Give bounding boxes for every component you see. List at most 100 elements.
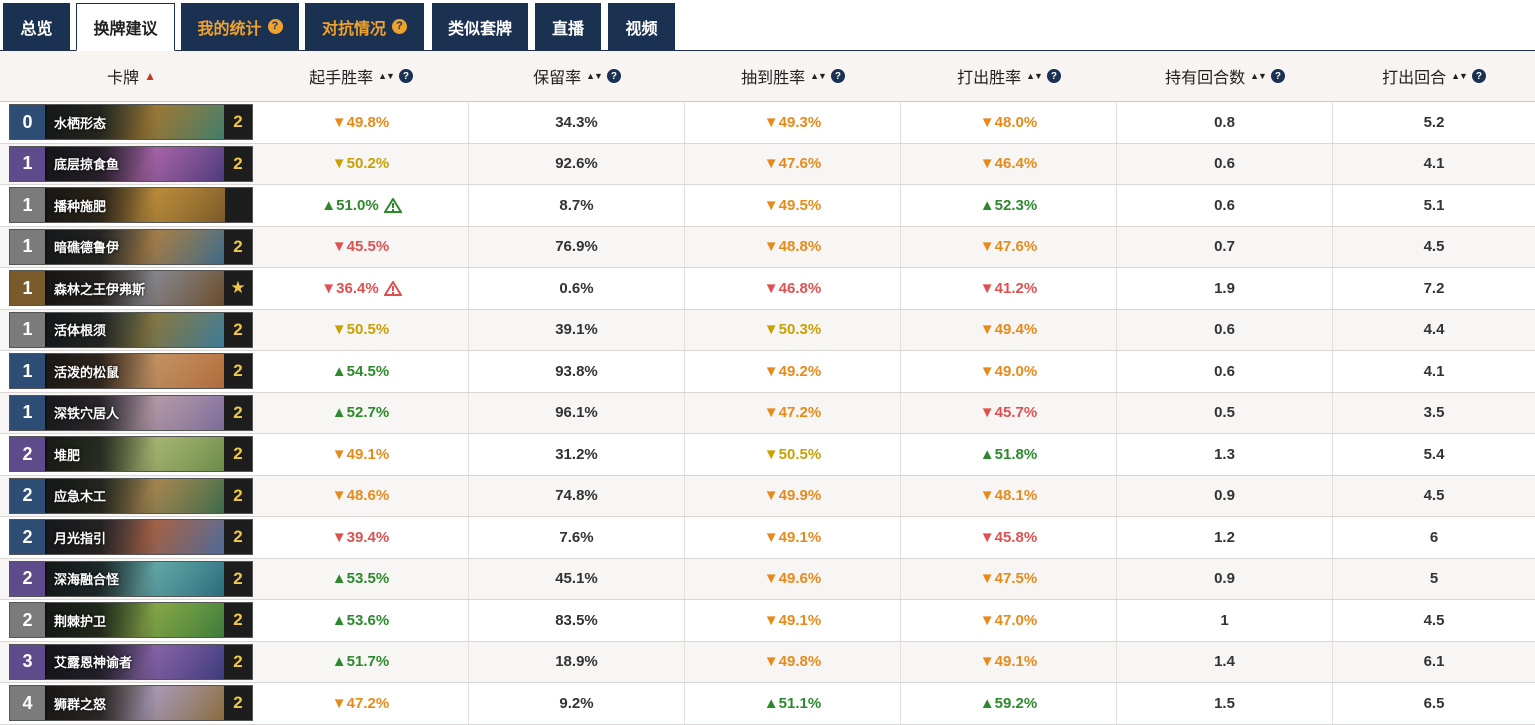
cell-value: 0.6 (1214, 155, 1235, 173)
mana-cost: 1 (10, 271, 47, 305)
card-tile[interactable]: 2 深海融合怪 2 (9, 560, 253, 597)
cell-mulligan-winrate: ▼49.8% (253, 102, 469, 143)
cell-played-winrate: ▼45.8% (901, 517, 1117, 558)
help-icon[interactable]: ? (1270, 69, 1285, 83)
header-kept-rate[interactable]: 保留率 ▲▼? (469, 51, 685, 101)
tab-mulligan-guide[interactable]: 换牌建议 (76, 3, 175, 51)
tab-my-stats[interactable]: 我的统计? (181, 3, 299, 50)
tab-overview[interactable]: 总览 (3, 3, 70, 50)
cell-kept-rate: 0.6% (469, 268, 685, 309)
card-count: 2 (224, 354, 252, 388)
mana-cost: 2 (10, 603, 47, 637)
card-art (47, 603, 225, 637)
card-name: 深铁穴居人 (54, 406, 120, 421)
sort-asc-icon[interactable]: ▲ (144, 69, 156, 83)
table-row: 2 堆肥 2 ▼49.1% 31.2% ▼50.5% ▲51.8% 1.3 5.4 (0, 434, 1535, 476)
cell-turn-played: 4.5 (1333, 476, 1535, 517)
help-icon[interactable]: ? (1471, 69, 1486, 83)
tab-streams[interactable]: 直播 (535, 3, 601, 50)
cell-value: ▼47.5% (979, 570, 1038, 588)
card-count: 2 (224, 603, 252, 637)
card-tile[interactable]: 1 活体根须 2 (9, 311, 253, 348)
header-mulligan-winrate[interactable]: 起手胜率 ▲▼? (253, 51, 469, 101)
cell-value: 5 (1429, 570, 1439, 588)
sort-toggle-icon[interactable]: ▲▼ (1250, 71, 1267, 81)
cell-turns-held: 0.6 (1117, 185, 1333, 226)
help-icon[interactable]: ? (830, 69, 845, 83)
cell-value: 96.1% (555, 404, 598, 422)
cell-value: 0.7 (1214, 238, 1235, 256)
cell-drawn-winrate: ▼49.2% (685, 351, 901, 392)
help-icon[interactable]: ? (392, 19, 407, 34)
card-art (47, 520, 225, 554)
card-tile[interactable]: 2 月光指引 2 (9, 519, 253, 555)
warning-icon[interactable] (382, 197, 403, 214)
cell-turns-held: 0.6 (1117, 309, 1333, 350)
card-tile[interactable]: 1 森林之王伊弗斯 ★ (9, 270, 253, 306)
tab-videos[interactable]: 视频 (608, 3, 675, 50)
cell-value: 1.5 (1214, 694, 1235, 712)
help-icon[interactable]: ? (1046, 69, 1061, 83)
mana-cost: 1 (10, 188, 47, 222)
card-tile[interactable]: 2 荆棘护卫 2 (9, 602, 253, 638)
card-name: 暗礁德鲁伊 (54, 240, 120, 255)
cell-turns-held: 0.5 (1117, 392, 1333, 433)
sort-toggle-icon[interactable]: ▲▼ (1451, 71, 1468, 81)
card-name: 应急木工 (54, 489, 107, 504)
cell-value: 76.9% (555, 238, 598, 256)
cell-drawn-winrate: ▼48.8% (685, 226, 901, 267)
cell-turn-played: 7.2 (1333, 268, 1535, 309)
cell-value: 8.7% (559, 196, 594, 214)
sort-toggle-icon[interactable]: ▲▼ (810, 71, 827, 81)
header-card[interactable]: 卡牌 ▲ (9, 51, 253, 101)
mana-cost: 0 (10, 105, 47, 139)
card-tile[interactable]: 1 底层掠食鱼 2 (9, 145, 253, 182)
header-turns-held[interactable]: 持有回合数 ▲▼? (1117, 51, 1333, 101)
cell-value: ▼47.6% (763, 155, 822, 173)
legendary-star-icon: ★ (224, 271, 252, 305)
card-name: 播种施肥 (54, 198, 107, 214)
help-icon[interactable]: ? (267, 19, 283, 34)
card-tile[interactable]: 3 艾露恩神谕者 2 (9, 643, 253, 680)
cell-mulligan-winrate: ▼45.5% (253, 226, 469, 267)
card-tile[interactable]: 1 活泼的松鼠 2 (9, 353, 253, 389)
cell-value: ▼49.1% (331, 445, 390, 463)
warning-icon[interactable] (382, 280, 403, 297)
cell-value: ▲52.3% (979, 196, 1038, 214)
cell-value: 0.6% (559, 279, 594, 297)
card-tile[interactable]: 0 水栖形态 2 (9, 104, 253, 140)
cell-mulligan-winrate: ▼39.4% (253, 517, 469, 558)
card-art (47, 644, 225, 679)
help-icon[interactable]: ? (606, 69, 621, 83)
tab-matchups[interactable]: 对抗情况? (305, 3, 424, 50)
card-tile[interactable]: 1 暗礁德鲁伊 2 (9, 228, 253, 265)
card-tile[interactable]: 2 堆肥 2 (9, 436, 253, 472)
header-played-winrate[interactable]: 打出胜率 ▲▼? (901, 51, 1117, 101)
header-drawn-winrate[interactable]: 抽到胜率 ▲▼? (685, 51, 901, 101)
card-tile[interactable]: 1 深铁穴居人 2 (9, 394, 253, 431)
tab-label: 我的统计 (197, 20, 262, 38)
cell-value: 0.5 (1214, 404, 1235, 422)
cell-value: 0.9 (1214, 570, 1235, 588)
sort-toggle-icon[interactable]: ▲▼ (586, 71, 603, 81)
cell-played-winrate: ▼48.0% (901, 102, 1117, 143)
cell-value: 92.6% (555, 155, 598, 173)
cell-played-winrate: ▼47.6% (901, 226, 1117, 267)
card-tile[interactable]: 1 播种施肥 (9, 187, 253, 223)
cell-turns-held: 1.4 (1117, 641, 1333, 682)
cell-turn-played: 5.2 (1333, 102, 1535, 143)
cell-turns-held: 0.6 (1117, 143, 1333, 184)
card-art (47, 437, 225, 471)
card-count: 2 (224, 105, 252, 139)
sort-toggle-icon[interactable]: ▲▼ (378, 71, 395, 81)
sort-toggle-icon[interactable]: ▲▼ (1026, 71, 1043, 81)
tab-similar-decks[interactable]: 类似套牌 (432, 3, 528, 50)
card-count: 2 (224, 395, 252, 430)
card-tile[interactable]: 2 应急木工 2 (9, 477, 253, 514)
mana-cost: 2 (10, 561, 47, 596)
help-icon[interactable]: ? (398, 69, 413, 83)
card-name: 艾露恩神谕者 (54, 655, 133, 670)
header-turn-played[interactable]: 打出回合 ▲▼? (1333, 51, 1535, 101)
card-tile[interactable]: 4 狮群之怒 2 (9, 685, 253, 721)
cell-value: 18.9% (555, 653, 598, 671)
